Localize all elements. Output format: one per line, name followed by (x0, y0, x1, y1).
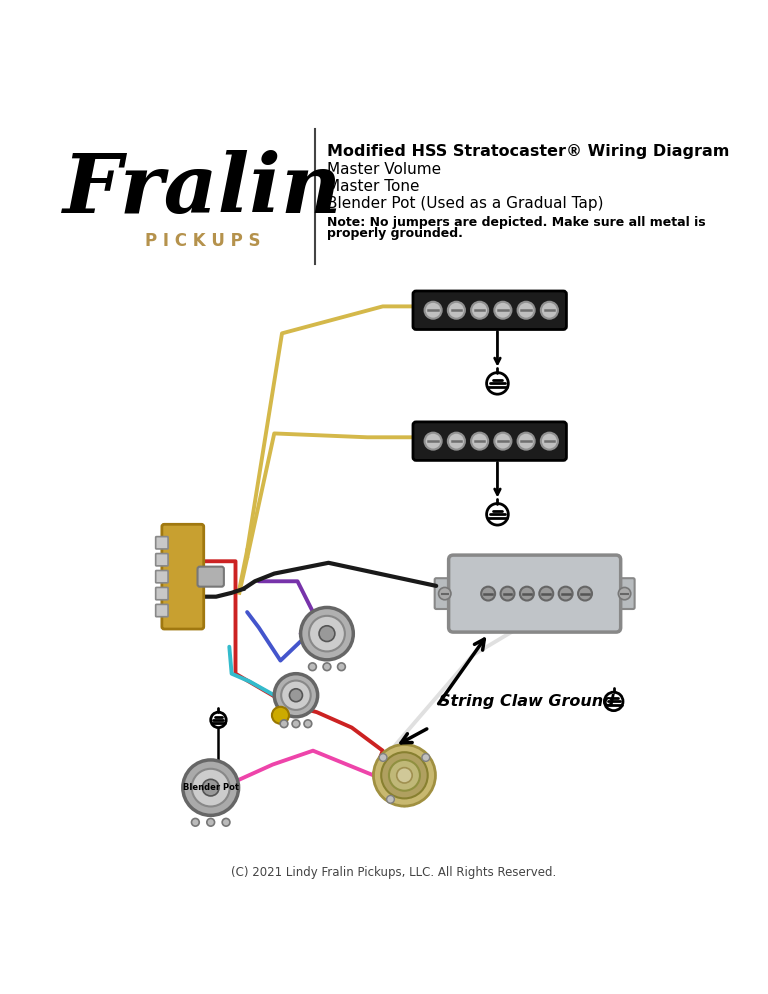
Circle shape (518, 302, 535, 319)
Circle shape (309, 663, 316, 671)
FancyBboxPatch shape (614, 579, 634, 609)
Circle shape (207, 818, 214, 826)
Circle shape (425, 302, 442, 319)
Circle shape (300, 607, 353, 660)
Circle shape (541, 302, 558, 319)
Circle shape (389, 760, 420, 790)
Circle shape (272, 707, 289, 724)
Text: Blender Pot (Used as a Gradual Tap): Blender Pot (Used as a Gradual Tap) (327, 196, 604, 212)
Circle shape (338, 663, 346, 671)
Circle shape (381, 752, 428, 798)
Circle shape (471, 432, 488, 449)
Circle shape (379, 753, 387, 761)
Text: Master Tone: Master Tone (327, 179, 419, 195)
FancyBboxPatch shape (413, 421, 567, 460)
Circle shape (309, 616, 345, 651)
Text: Fralin: Fralin (63, 150, 343, 231)
Circle shape (373, 745, 435, 806)
Circle shape (192, 768, 230, 806)
Circle shape (319, 626, 335, 641)
Circle shape (518, 432, 535, 449)
FancyBboxPatch shape (413, 291, 567, 329)
FancyBboxPatch shape (156, 587, 168, 599)
Text: properly grounded.: properly grounded. (327, 227, 463, 241)
Circle shape (558, 586, 573, 600)
Circle shape (397, 767, 412, 783)
FancyBboxPatch shape (156, 537, 168, 549)
Text: Master Volume: Master Volume (327, 162, 441, 177)
Circle shape (541, 432, 558, 449)
Text: Note: No jumpers are depicted. Make sure all metal is: Note: No jumpers are depicted. Make sure… (327, 216, 706, 229)
Circle shape (386, 795, 395, 803)
Circle shape (183, 760, 239, 815)
Circle shape (425, 432, 442, 449)
FancyBboxPatch shape (156, 604, 168, 616)
Circle shape (290, 689, 303, 702)
Circle shape (222, 818, 230, 826)
FancyBboxPatch shape (197, 567, 224, 586)
Text: Blender Pot: Blender Pot (183, 783, 239, 792)
FancyBboxPatch shape (449, 555, 621, 632)
Circle shape (281, 681, 311, 710)
Circle shape (280, 720, 288, 728)
Circle shape (448, 432, 465, 449)
Circle shape (539, 586, 553, 600)
Circle shape (323, 663, 331, 671)
FancyBboxPatch shape (156, 554, 168, 566)
FancyBboxPatch shape (156, 571, 168, 582)
Circle shape (495, 302, 511, 319)
Circle shape (482, 586, 495, 600)
Circle shape (501, 586, 515, 600)
FancyBboxPatch shape (435, 579, 455, 609)
Text: P I C K U P S: P I C K U P S (145, 232, 260, 249)
Text: (C) 2021 Lindy Fralin Pickups, LLC. All Rights Reserved.: (C) 2021 Lindy Fralin Pickups, LLC. All … (231, 866, 556, 879)
Circle shape (439, 587, 451, 599)
Circle shape (495, 432, 511, 449)
Circle shape (520, 586, 534, 600)
Circle shape (292, 720, 300, 728)
FancyBboxPatch shape (162, 524, 204, 629)
Text: Modified HSS Stratocaster® Wiring Diagram: Modified HSS Stratocaster® Wiring Diagra… (327, 144, 730, 159)
Circle shape (274, 674, 318, 717)
Circle shape (471, 302, 488, 319)
Circle shape (578, 586, 592, 600)
Circle shape (422, 753, 430, 761)
Circle shape (448, 302, 465, 319)
Circle shape (618, 587, 631, 599)
Text: String Claw Ground: String Claw Ground (439, 694, 615, 709)
Circle shape (202, 779, 219, 796)
Circle shape (191, 818, 199, 826)
Circle shape (304, 720, 312, 728)
